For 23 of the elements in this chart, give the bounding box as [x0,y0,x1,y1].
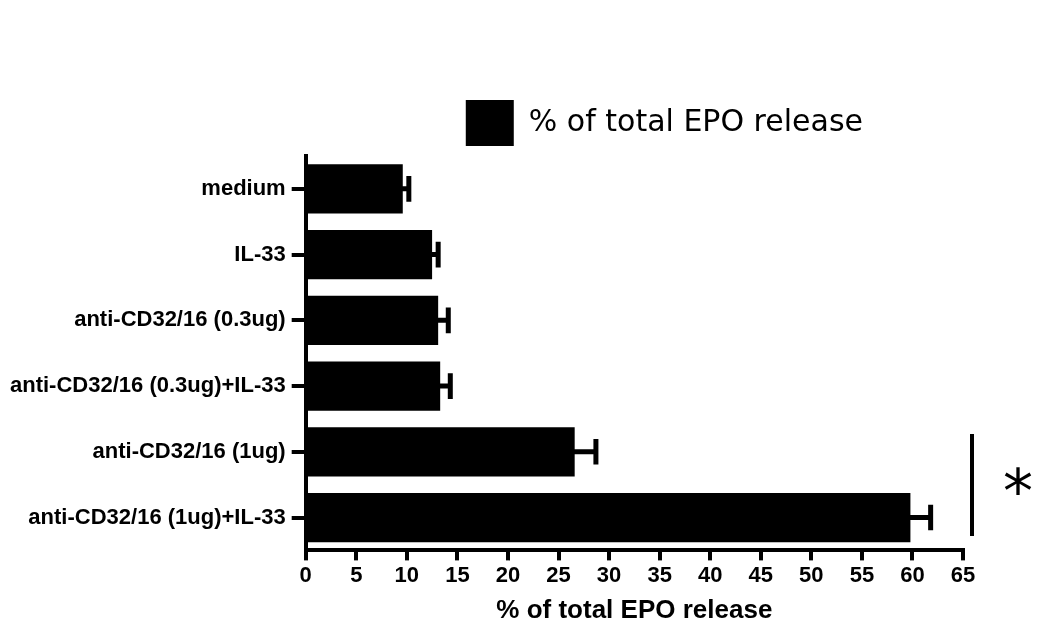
x-tick-label: 65 [950,561,976,587]
x-tick-label: 40 [697,561,723,587]
y-tick-label: medium [201,174,286,200]
x-tick-label: 50 [799,561,824,587]
x-axis-title: % of total EPO release [496,593,773,624]
x-tick-label: 15 [445,561,470,587]
legend-label: % of total EPO release [528,102,863,138]
x-tick-label: 20 [495,561,521,587]
x-tick-label: 25 [546,561,571,587]
x-tick-label: 45 [748,561,773,587]
y-tick-label: anti-CD32/16 (1ug) [92,437,286,463]
x-tick-label: 35 [647,561,672,587]
x-tick-label: 30 [596,561,622,587]
x-tick-label: 10 [394,561,420,587]
y-tick-label: anti-CD32/16 (1ug)+IL-33 [28,503,286,529]
x-tick-label: 60 [900,561,925,587]
x-tick-label: 5 [350,561,363,587]
text: * [1003,456,1033,527]
y-tick-label: IL-33 [234,240,286,266]
x-tick-label: 0 [299,561,312,587]
y-tick-label: anti-CD32/16 (0.3ug)+IL-33 [10,372,286,398]
y-tick-label: anti-CD32/16 (0.3ug) [74,306,286,332]
x-tick-label: 55 [849,561,875,587]
